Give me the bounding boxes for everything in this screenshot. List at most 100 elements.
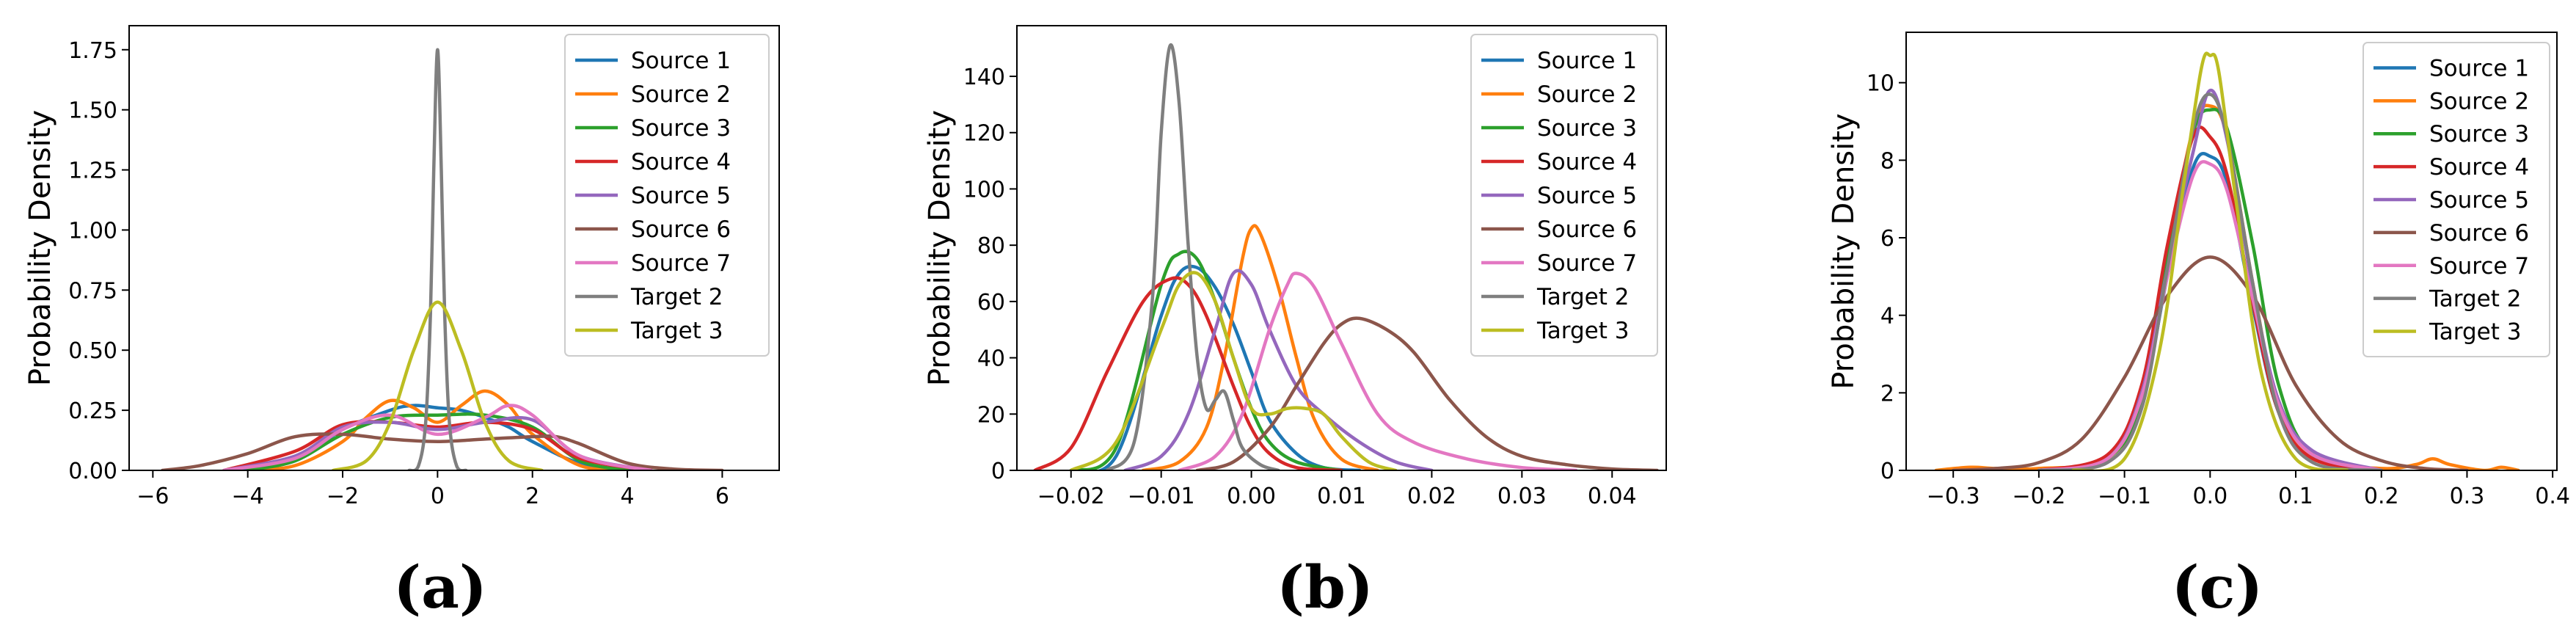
legend: Source 1 Source 2 Source 3 Source 4 Source 5… [2362,42,2550,357]
legend-label: Source 7 [2429,253,2529,280]
legend-label: Target 2 [2429,286,2521,313]
x-tick-label: −4 [232,484,264,509]
x-tick-label: 0.03 [1497,484,1547,509]
legend-label: Source 1 [1537,48,1637,74]
series-line-target-3 [331,300,544,470]
legend-label: Source 2 [2429,88,2529,114]
legend-label: Source 7 [631,250,731,277]
series-line-source-7 [1178,272,1578,470]
series-line-target-2 [2037,92,2383,470]
legend-label: Source 4 [1537,149,1637,175]
series-line-source-5 [2037,88,2383,470]
legend-box [1470,34,1658,357]
y-tick-label: 0 [1880,459,1894,484]
x-tick-label: −0.01 [1128,484,1195,509]
series-line-source-2 [1141,224,1379,470]
chart-panel-1: −6 −4 −2 0 2 4 6 0.00 0.25 0.50 0.75 1.00 1.25 1.50 1.… [23,25,780,622]
legend-label: Source 6 [2429,220,2529,247]
x-tick-label: 0.02 [1407,484,1456,509]
y-tick-label: 0.75 [68,278,117,304]
legend-label: Target 2 [630,284,723,310]
x-tick-label: 6 [715,484,729,509]
legend-label: Source 4 [631,149,731,175]
x-tick-label: 2 [525,484,539,509]
y-tick-label: 1.75 [68,38,117,64]
x-tick-label: 0.0 [2192,484,2227,509]
x-tick-label: −6 [136,484,169,509]
y-tick-label: 80 [977,233,1005,259]
x-tick-label: −0.1 [2098,484,2151,509]
series-line-source-6 [161,432,724,470]
y-tick-label: 6 [1880,226,1894,252]
y-axis-label: Probability Density [1827,113,1861,389]
series-lines [1033,43,1659,470]
y-tick-label: 120 [963,121,1005,147]
x-tick-label: −0.2 [2012,484,2065,509]
legend-label: Source 6 [1537,216,1637,243]
series-line-source-7 [222,404,653,470]
legend-label: Source 3 [1537,115,1637,142]
y-axis-label: Probability Density [23,110,57,386]
legend-label: Source 2 [1537,81,1637,108]
series-lines [1934,51,2520,470]
y-tick-label: 10 [1867,71,1894,97]
legend-box [2362,42,2550,357]
plot-frame [128,25,780,471]
legend-label: Source 3 [2429,121,2529,147]
x-tick-label: 0.00 [1227,484,1276,509]
chart-panel-2: −0.02 −0.01 0.00 0.01 0.02 0.03 0.04 0 20 40 60 80 1… [923,25,1667,622]
legend-label: Source 3 [631,115,731,142]
y-tick-label: 100 [963,177,1005,203]
series-line-target-3 [2071,51,2349,470]
y-tick-label: 8 [1880,148,1894,174]
y-tick-label: 0.50 [68,338,117,364]
legend-label: Target 3 [1536,318,1629,344]
plot-frame [1905,32,2558,471]
x-tick-label: −2 [326,484,359,509]
series-line-target-3 [1069,271,1398,470]
series-line-source-6 [1195,316,1659,470]
series-line-target-2 [407,48,468,470]
y-tick-label: 1.25 [68,158,117,184]
legend-label: Target 3 [630,318,723,344]
y-tick-label: 60 [977,290,1005,316]
x-tick-label: 0.4 [2535,484,2570,509]
series-line-source-6 [1951,255,2469,470]
x-tick-label: 0.01 [1317,484,1366,509]
legend-label: Source 5 [631,183,731,209]
series-line-source-5 [1123,269,1434,470]
panel-caption: (b) [1277,553,1373,622]
x-tick-label: −0.3 [1927,484,1980,509]
y-axis-label: Probability Density [923,110,957,386]
legend-label: Source 4 [2429,154,2529,181]
y-tick-label: 2 [1880,381,1894,407]
x-tick-label: 0.2 [2364,484,2399,509]
y-tick-label: 1.50 [68,98,117,124]
legend-label: Source 5 [1537,183,1637,209]
legend-box [564,34,770,357]
series-lines [161,48,724,470]
series-line-source-4 [222,420,653,470]
series-line-target-2 [1105,43,1280,470]
legend-label: Source 1 [631,48,731,74]
x-tick-label: 0.3 [2450,484,2485,509]
legend: Source 1 Source 2 Source 3 Source 4 Source 5… [564,34,770,357]
legend-label: Source 5 [2429,187,2529,214]
y-tick-label: 140 [963,65,1005,90]
series-line-source-4 [1033,276,1343,470]
series-line-source-3 [1069,249,1343,470]
legend-label: Target 3 [2429,319,2521,346]
chart-panel-3: −0.3 −0.2 −0.1 0.0 0.1 0.2 0.3 0.4 0 2 4 6 8 10Probab… [1827,32,2570,622]
y-tick-label: 1.00 [68,218,117,244]
panel-caption: (c) [2172,553,2263,622]
y-tick-label: 20 [977,402,1005,428]
x-tick-label: 0.04 [1588,484,1637,509]
legend-label: Source 7 [1537,250,1637,277]
legend-label: Target 2 [1536,284,1629,310]
x-tick-label: 0.1 [2278,484,2313,509]
x-tick-label: −0.02 [1037,484,1105,509]
legend-label: Source 6 [631,216,731,243]
series-line-source-7 [2037,160,2383,470]
series-line-source-1 [2037,152,2383,470]
legend-label: Source 2 [631,81,731,108]
